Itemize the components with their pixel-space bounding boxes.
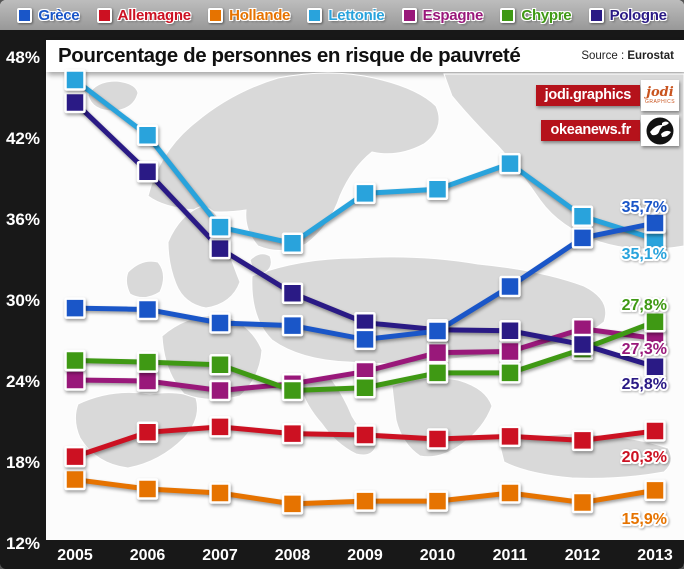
legend-swatch-hollande (208, 7, 224, 23)
source-value: Eurostat (627, 50, 674, 62)
title-band: Pourcentage de personnes en risque de pa… (46, 40, 684, 72)
legend-label-pologne: Pologne (609, 6, 667, 24)
top-frame-strip (0, 30, 684, 40)
legend-bar: Grèce Allemagne Hollande Lettonie Espagne Chy… (0, 0, 684, 30)
legend-label-allemagne: Allemagne (117, 6, 191, 24)
legend-swatch-grece (17, 7, 33, 23)
legend-item-chypre: Chypre (500, 6, 572, 24)
legend-item-espagne: Espagne (401, 6, 484, 24)
chart-title: Pourcentage de personnes en risque de pa… (58, 44, 521, 67)
legend-label-grece: Grèce (38, 6, 80, 24)
legend-swatch-chypre (500, 7, 516, 23)
legend-item-lettonie: Lettonie (307, 6, 385, 24)
legend-label-espagne: Espagne (422, 6, 484, 24)
legend-swatch-lettonie (307, 7, 323, 23)
credit-badge-okeanews: okeanews.fr (541, 115, 679, 146)
source-label: Source : (581, 50, 625, 62)
legend-item-grece: Grèce (17, 6, 80, 24)
legend-item-allemagne: Allemagne (96, 6, 191, 24)
source-credit: Source : Eurostat (581, 50, 684, 62)
legend-swatch-pologne (588, 7, 604, 23)
legend-label-chypre: Chypre (521, 6, 572, 24)
legend-item-hollande: Hollande (208, 7, 290, 24)
legend-label-lettonie: Lettonie (328, 6, 385, 24)
okeanews-badge-label: okeanews.fr (541, 120, 640, 141)
jodi-logo-icon: jodi graphics (641, 80, 679, 111)
legend-swatch-allemagne (96, 7, 112, 23)
dove-circle-icon (641, 115, 679, 146)
y-axis-strip (0, 30, 46, 569)
jodi-badge-label: jodi.graphics (535, 85, 640, 106)
legend-item-pologne: Pologne (588, 6, 667, 24)
x-axis-strip (0, 540, 684, 569)
legend-swatch-espagne (401, 7, 417, 23)
credit-badge-jodi: jodi.graphics jodi graphics (535, 80, 679, 111)
legend-label-hollande: Hollande (229, 6, 291, 24)
